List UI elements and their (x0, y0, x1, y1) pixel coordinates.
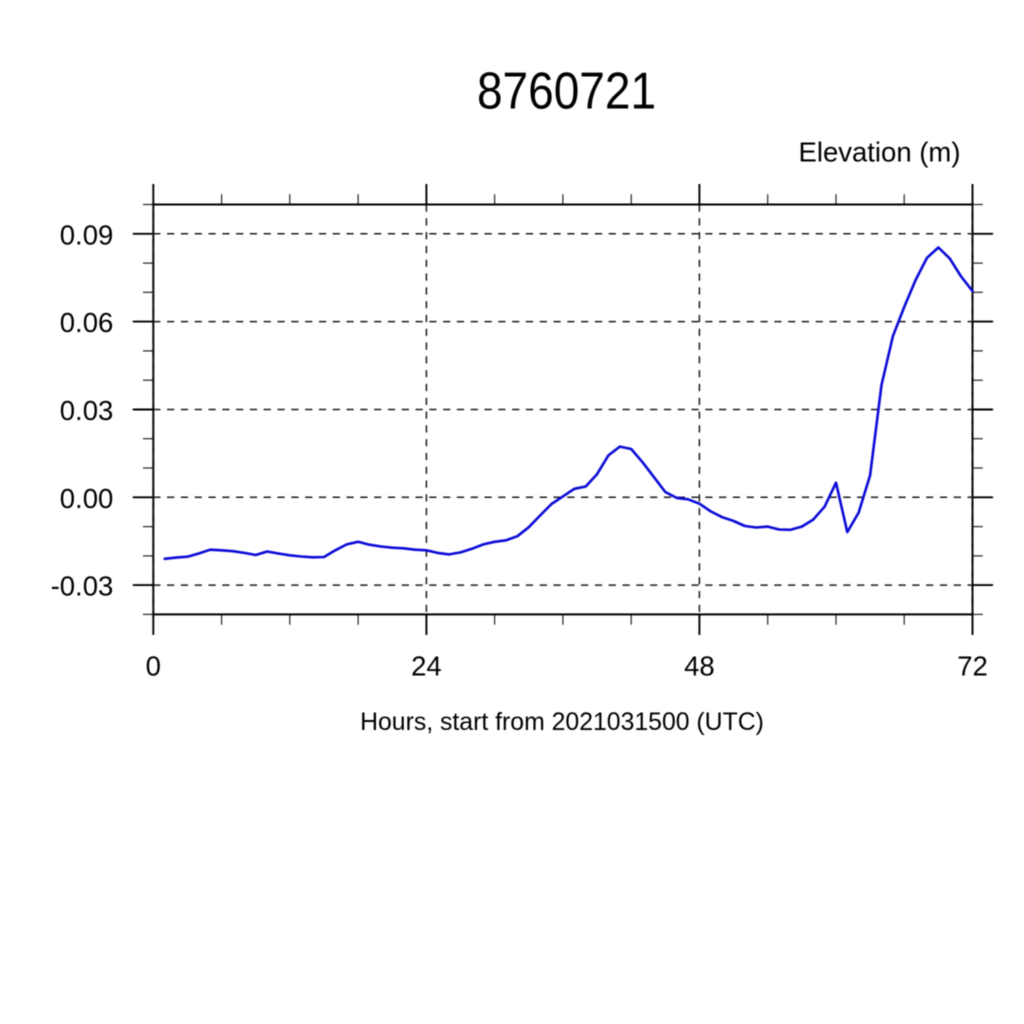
svg-text:Elevation (m): Elevation (m) (799, 137, 961, 168)
svg-text:0.09: 0.09 (60, 219, 114, 250)
svg-text:Hours, start from 2021031500 (: Hours, start from 2021031500 (UTC) (360, 709, 764, 736)
svg-text:48: 48 (684, 650, 715, 681)
svg-text:24: 24 (411, 650, 442, 681)
svg-text:-0.03: -0.03 (51, 571, 114, 602)
svg-text:8760721: 8760721 (477, 63, 656, 120)
svg-text:0: 0 (146, 650, 161, 681)
svg-text:0.03: 0.03 (60, 395, 114, 426)
svg-text:0.00: 0.00 (60, 483, 114, 514)
svg-text:0.06: 0.06 (60, 307, 114, 338)
svg-text:72: 72 (957, 650, 988, 681)
